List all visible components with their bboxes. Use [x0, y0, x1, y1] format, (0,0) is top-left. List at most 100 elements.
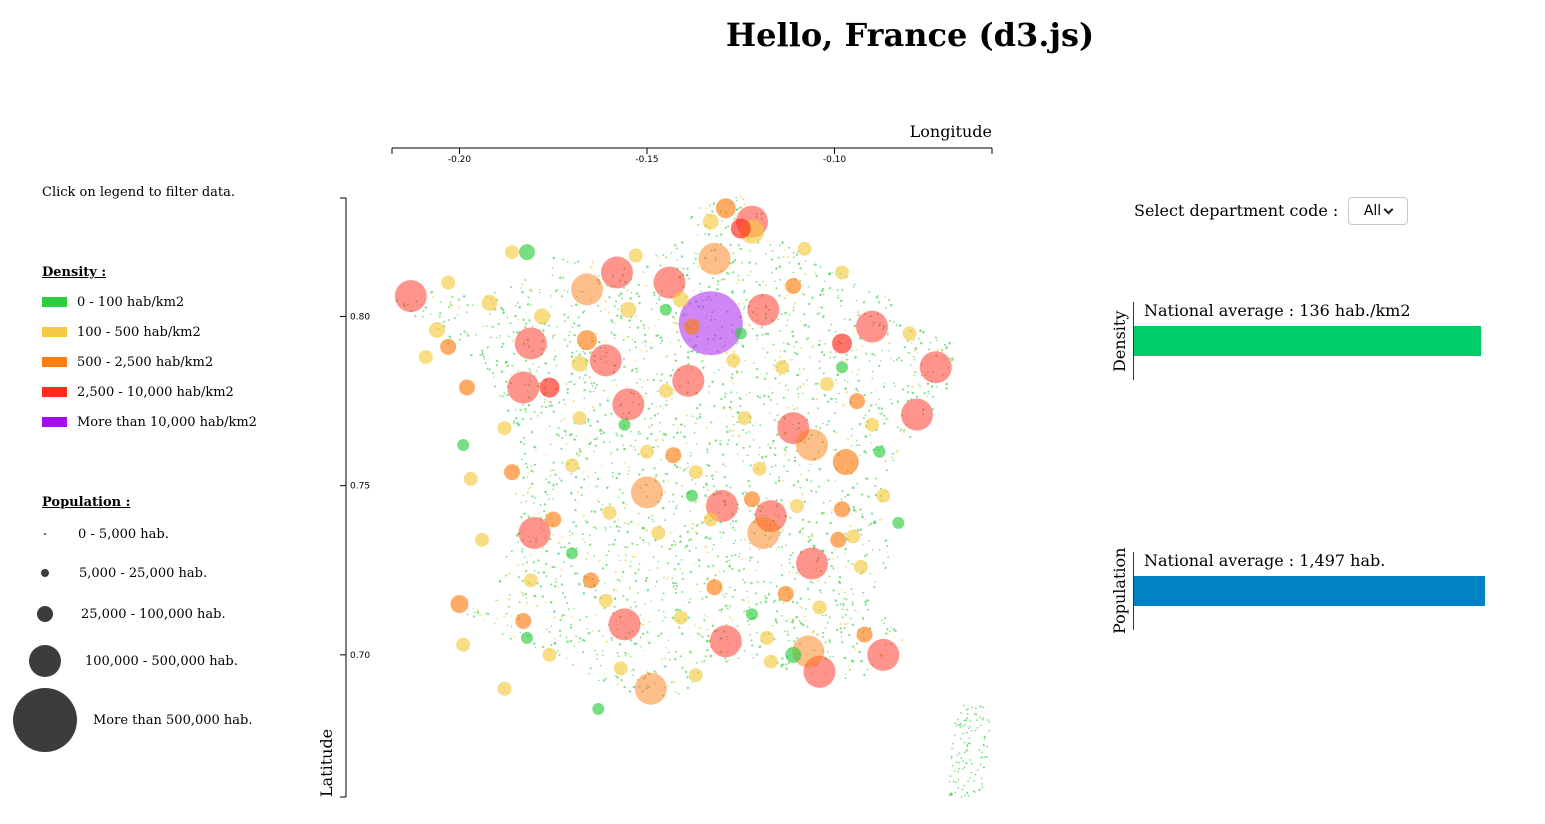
city-point[interactable]: [429, 322, 445, 338]
city-point[interactable]: [730, 218, 751, 239]
city-point[interactable]: [450, 595, 469, 614]
city-point[interactable]: [634, 672, 667, 705]
city-point[interactable]: [440, 338, 457, 355]
city-point[interactable]: [589, 344, 622, 377]
city-point[interactable]: [612, 388, 645, 421]
city-point[interactable]: [571, 273, 603, 306]
city-point[interactable]: [856, 310, 888, 343]
city-point[interactable]: [457, 439, 470, 451]
city-point[interactable]: [456, 637, 471, 652]
city-point[interactable]: [763, 654, 778, 669]
department-select[interactable]: All: [1348, 197, 1408, 225]
city-point[interactable]: [572, 411, 587, 425]
city-point[interactable]: [832, 449, 859, 475]
city-point[interactable]: [835, 265, 849, 280]
city-point[interactable]: [792, 635, 825, 668]
city-point[interactable]: [651, 526, 666, 540]
city-point[interactable]: [592, 703, 605, 715]
city-point[interactable]: [441, 275, 456, 290]
city-point[interactable]: [665, 447, 682, 464]
city-point[interactable]: [797, 241, 812, 256]
city-point[interactable]: [849, 393, 865, 410]
city-point[interactable]: [598, 593, 613, 608]
city-point[interactable]: [582, 572, 599, 589]
city-point[interactable]: [919, 351, 952, 384]
city-point[interactable]: [715, 198, 736, 219]
city-point[interactable]: [475, 532, 489, 547]
city-point[interactable]: [613, 661, 628, 676]
city-point[interactable]: [832, 333, 852, 354]
city-point[interactable]: [659, 303, 672, 316]
city-point[interactable]: [876, 488, 891, 503]
city-point[interactable]: [542, 647, 557, 662]
density-legend-item-2500-10000[interactable]: 2,500 - 10,000 hab/km2: [42, 382, 234, 402]
city-point[interactable]: [688, 465, 703, 480]
city-point[interactable]: [726, 353, 741, 368]
city-point[interactable]: [785, 646, 802, 663]
city-point[interactable]: [566, 547, 578, 560]
city-point[interactable]: [545, 511, 562, 528]
city-point[interactable]: [853, 559, 868, 574]
city-point[interactable]: [709, 625, 742, 658]
city-point[interactable]: [688, 668, 703, 683]
city-point[interactable]: [507, 371, 540, 404]
city-point[interactable]: [505, 245, 519, 260]
city-point[interactable]: [760, 630, 774, 645]
city-point[interactable]: [702, 213, 719, 230]
city-point[interactable]: [523, 573, 538, 588]
city-point[interactable]: [608, 608, 641, 641]
city-point[interactable]: [518, 517, 551, 549]
city-point[interactable]: [777, 585, 794, 602]
city-point[interactable]: [653, 266, 686, 299]
city-point[interactable]: [775, 360, 789, 375]
city-point[interactable]: [785, 278, 802, 294]
city-point[interactable]: [394, 280, 427, 313]
city-point[interactable]: [459, 379, 475, 396]
city-point[interactable]: [672, 291, 689, 308]
city-point[interactable]: [796, 547, 828, 580]
city-point[interactable]: [706, 579, 723, 596]
city-point[interactable]: [534, 308, 550, 325]
city-point[interactable]: [830, 531, 847, 548]
city-point[interactable]: [602, 505, 617, 520]
city-point[interactable]: [673, 610, 688, 625]
density-legend-item-0-100[interactable]: 0 - 100 hab/km2: [42, 292, 184, 312]
city-point[interactable]: [812, 600, 827, 615]
city-point[interactable]: [836, 361, 848, 374]
city-point[interactable]: [565, 458, 579, 473]
city-point[interactable]: [515, 613, 532, 629]
city-point[interactable]: [686, 489, 698, 502]
city-point[interactable]: [618, 418, 631, 431]
city-point[interactable]: [678, 291, 743, 356]
city-point[interactable]: [658, 383, 673, 398]
city-point[interactable]: [834, 501, 850, 518]
city-point[interactable]: [620, 301, 637, 318]
density-legend-item-over-10000[interactable]: More than 10,000 hab/km2: [42, 412, 257, 432]
density-legend-item-500-2500[interactable]: 500 - 2,500 hab/km2: [42, 352, 213, 372]
city-point[interactable]: [504, 464, 520, 481]
city-point[interactable]: [497, 421, 512, 436]
city-point[interactable]: [672, 364, 705, 397]
city-point[interactable]: [747, 293, 780, 326]
city-point[interactable]: [846, 529, 861, 544]
city-point[interactable]: [577, 330, 597, 351]
city-point[interactable]: [703, 512, 718, 527]
city-point[interactable]: [497, 681, 512, 696]
city-point[interactable]: [901, 398, 933, 431]
city-point[interactable]: [796, 429, 828, 461]
city-point[interactable]: [539, 377, 560, 398]
city-point[interactable]: [873, 445, 886, 458]
city-point[interactable]: [746, 608, 758, 621]
city-point[interactable]: [744, 491, 760, 508]
city-point[interactable]: [856, 626, 873, 643]
city-point[interactable]: [752, 461, 767, 476]
city-point[interactable]: [747, 517, 780, 549]
city-point[interactable]: [521, 631, 533, 644]
city-point[interactable]: [481, 294, 498, 311]
city-point[interactable]: [867, 638, 900, 671]
city-point[interactable]: [631, 476, 663, 509]
city-point[interactable]: [463, 471, 478, 486]
city-point[interactable]: [790, 499, 804, 513]
city-point[interactable]: [571, 355, 588, 372]
city-point[interactable]: [892, 516, 905, 529]
